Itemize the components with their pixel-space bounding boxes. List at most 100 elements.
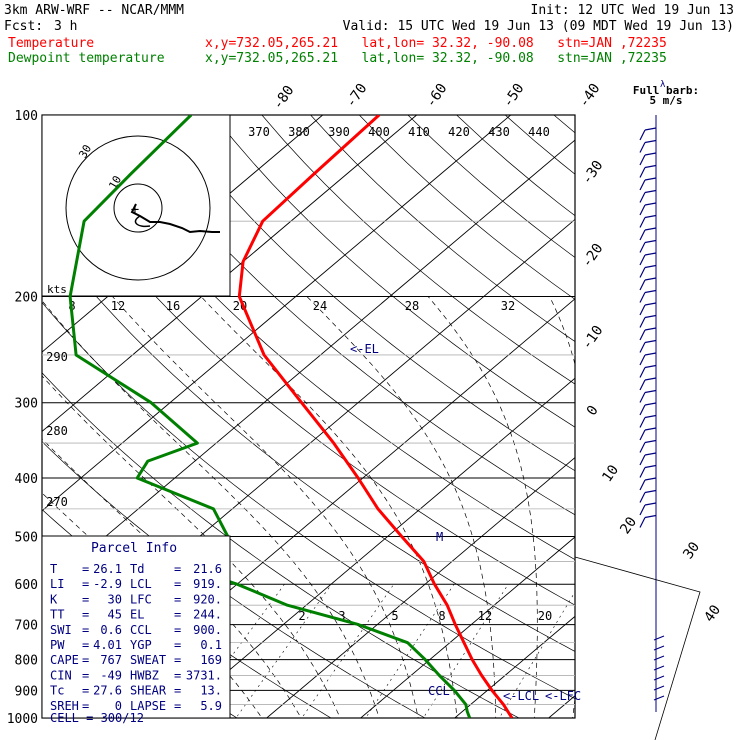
wind-barb-staff <box>639 342 646 353</box>
parcel-value: 45 <box>108 608 122 622</box>
dry-adiabat <box>553 115 575 134</box>
moist-adiabat <box>112 296 419 718</box>
model-title: 3km ARW-WRF -- NCAR/MMM <box>4 3 184 18</box>
mixing-ratio-line <box>365 584 455 718</box>
parcel-key: SREH <box>50 699 79 713</box>
mixing-ratio-line <box>498 591 575 718</box>
speed-label: 12 <box>111 299 125 313</box>
dry-adiabat <box>164 115 575 472</box>
isotherm-line <box>453 615 575 718</box>
parcel-eq2: = <box>174 653 181 667</box>
parcel-value2: 0.1 <box>200 638 222 652</box>
level-annotations: <-EL M CCL <-LCL <-LFC <box>350 342 581 703</box>
wind-barb-flag <box>644 489 657 494</box>
wind-barb-flag <box>644 277 657 281</box>
parcel-eq: = <box>82 623 89 637</box>
pressure-label-300: 300 <box>15 397 38 412</box>
isotherm-line <box>265 457 575 718</box>
dry-adiabat <box>651 115 740 731</box>
full-barb-label: Full barb: <box>633 84 699 97</box>
hodograph-trace <box>130 203 220 234</box>
parcel-key2: LAPSE <box>130 699 166 713</box>
isotherm-label: 10 <box>599 462 622 485</box>
annotation-el: <-EL <box>350 342 379 356</box>
parcel-title: Parcel Info <box>91 541 177 556</box>
moist-adiabat <box>200 296 458 718</box>
parcel-value2: 5.9 <box>200 699 222 713</box>
wind-barb-staff <box>639 517 646 528</box>
wind-barb-staff <box>639 217 646 228</box>
parcel-value: -49 <box>100 668 122 682</box>
annotation-m: M <box>436 530 443 544</box>
wind-barb-flag <box>644 152 657 156</box>
wind-barb-staff <box>639 479 646 491</box>
pressure-label-700: 700 <box>15 619 38 634</box>
parcel-value2: 919. <box>193 577 222 591</box>
parcel-key: CAPE <box>50 653 79 667</box>
theta-label: 390 <box>328 125 350 139</box>
wind-barb-flag <box>644 289 657 294</box>
speed-label: 16 <box>166 299 180 313</box>
parcel-key: PW <box>50 638 65 652</box>
isotherm-label: -10 <box>579 323 607 353</box>
parcel-eq2: = <box>174 668 181 682</box>
wind-barb-flag <box>644 439 657 444</box>
parcel-eq: = <box>82 577 89 591</box>
theta-label-left: 280 <box>46 424 68 438</box>
wind-barb-low <box>653 695 665 701</box>
dry-adiabat <box>603 115 740 731</box>
parcel-value2: 900. <box>193 623 222 637</box>
isotherm-line <box>42 115 417 433</box>
parcel-eq2: = <box>174 638 181 652</box>
wind-barb-flag <box>644 227 657 231</box>
mixing-ratio-label: 12 <box>478 609 492 623</box>
parcel-cell: CELL = 300/12 <box>50 711 144 725</box>
wind-barb-staff <box>639 329 646 341</box>
wind-barb-staff <box>639 392 646 403</box>
wind-barb-staff <box>639 317 646 328</box>
parcel-key2: LCL <box>130 577 152 591</box>
isotherm-label: 40 <box>701 602 724 625</box>
location-info-dewpoint: x,y=732.05,265.21 lat,lon= 32.32, -90.08… <box>205 51 667 66</box>
wind-barb-staff <box>639 417 646 428</box>
parcel-info-box: Parcel Info T = 26.1 Td = 21.6 LI = -2.9 LCL = 919. K… <box>41 535 231 725</box>
valid-time: Valid: 15 UTC Wed 19 Jun 13 (09 MDT Wed … <box>343 19 734 34</box>
dry-adiabat <box>700 115 740 731</box>
parcel-key2: YGP <box>130 638 152 652</box>
dry-adiabat <box>115 115 575 516</box>
parcel-eq: = <box>82 668 89 682</box>
parcel-eq2: = <box>174 608 181 622</box>
wind-barb-staff <box>639 367 646 378</box>
wind-barb-low <box>653 645 665 651</box>
isotherm-line <box>42 139 575 591</box>
wind-barb-staff <box>639 404 646 416</box>
wind-barb-staff <box>639 242 646 253</box>
theta-label: 430 <box>488 125 510 139</box>
speed-label: 24 <box>313 299 327 313</box>
isotherm-line <box>42 115 511 512</box>
mixing-ratio-label: 8 <box>438 609 445 623</box>
wind-barb-flag <box>644 239 657 244</box>
wind-barb-low <box>653 685 665 691</box>
wind-barb-staff <box>639 229 646 241</box>
parcel-key: T <box>50 562 57 576</box>
wind-barb-flag <box>644 177 657 181</box>
isotherm-label: -60 <box>423 81 451 111</box>
wind-barb-low <box>653 635 665 641</box>
wind-barb-flag <box>644 339 657 344</box>
wind-barb-flag <box>644 127 657 131</box>
dry-adiabat <box>213 115 575 428</box>
pressure-label-600: 600 <box>15 578 38 593</box>
wind-barb-flag <box>644 427 657 431</box>
wind-barb-flag <box>644 452 657 456</box>
parcel-value: 4.01 <box>93 638 122 652</box>
theta-label-left: 270 <box>46 495 68 509</box>
annotation-lfc: <-LFC <box>545 689 581 703</box>
wind-barb-staff <box>639 179 646 191</box>
mixing-ratio-label: 20 <box>538 609 552 623</box>
isotherm-label: -50 <box>500 81 528 111</box>
mixing-ratio-label: 3 <box>338 609 345 623</box>
wind-barb-staff <box>639 429 646 441</box>
